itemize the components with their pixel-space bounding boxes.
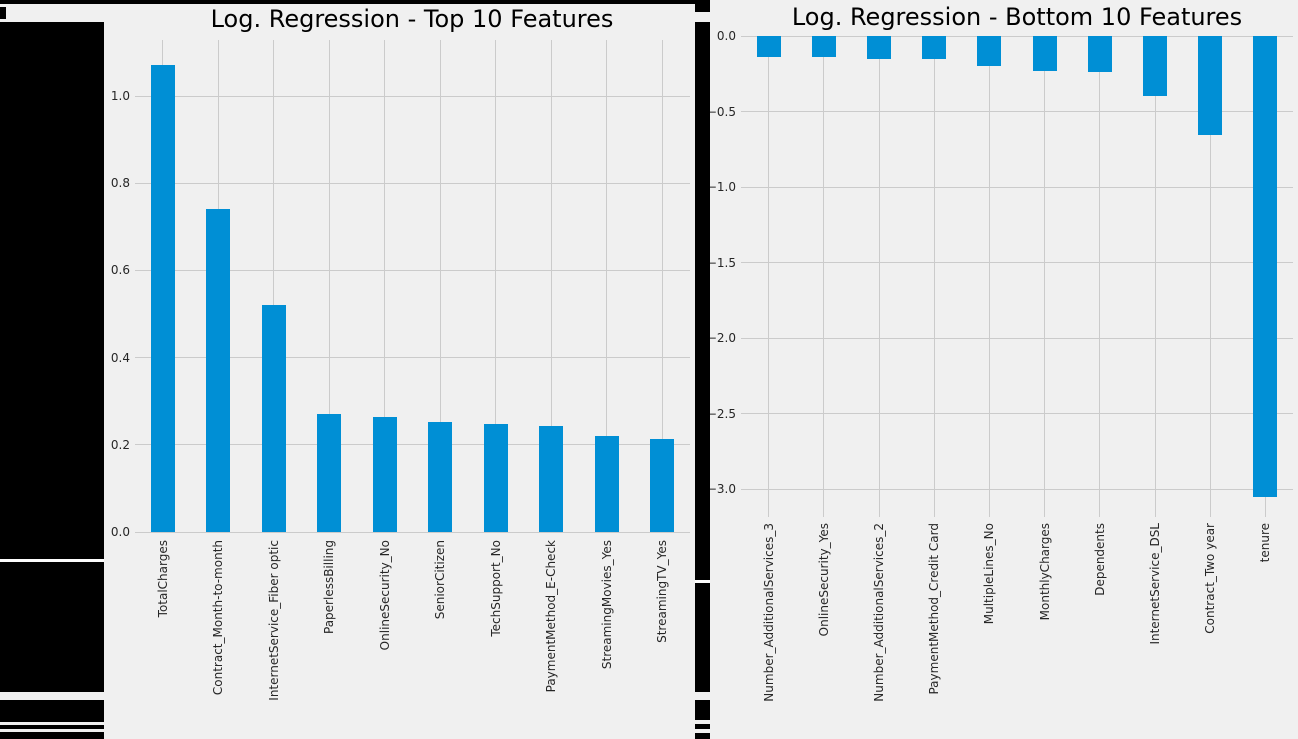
y-tick-label: −2.0 — [706, 331, 736, 345]
x-tick-label: MonthlyCharges — [1037, 523, 1052, 621]
y-tick-label: 0.2 — [110, 437, 130, 452]
bar-OnlineSecurity_Yes — [811, 36, 836, 58]
x-gridline — [328, 40, 330, 532]
y-tick-label: 0.4 — [110, 350, 130, 365]
black-strip-left-bottom-1 — [0, 700, 104, 722]
x-tick-label: Dependents — [1092, 523, 1107, 596]
y-tick-label: 1.0 — [110, 89, 130, 103]
y-gridline — [135, 357, 690, 359]
y-tick-label: 0.0 — [716, 29, 736, 43]
y-gridline — [741, 186, 1293, 188]
black-strip-left-bottom-2 — [0, 725, 104, 729]
black-strip-left-bottom-3 — [0, 732, 104, 739]
x-gridline — [550, 40, 552, 532]
y-gridline — [741, 337, 1293, 339]
black-panel-mid-column-lower — [695, 583, 710, 692]
bar-TechSupport_No — [483, 424, 508, 532]
bar-TotalCharges — [150, 65, 175, 532]
y-gridline — [135, 444, 690, 446]
y-tick-label: −3.0 — [706, 482, 736, 496]
x-gridline — [606, 40, 608, 532]
y-tick-label: −1.5 — [706, 255, 736, 270]
y-gridline — [135, 531, 690, 533]
x-gridline — [495, 40, 497, 532]
bar-StreamingMovies_Yes — [594, 435, 619, 532]
black-panel-left-lower — [0, 562, 104, 692]
y-gridline — [741, 111, 1293, 112]
y-tick-label: 0.6 — [110, 263, 130, 278]
bar-tenure — [1253, 36, 1278, 497]
x-gridline — [1099, 36, 1101, 517]
x-tick-label: InternetService_DSL — [1148, 523, 1162, 645]
y-gridline — [741, 413, 1293, 414]
bar-MonthlyCharges — [1032, 36, 1057, 71]
x-tick-label: Number_AdditionalServices_2 — [872, 523, 886, 702]
white-line-left-column — [0, 559, 104, 562]
x-gridline — [1044, 36, 1046, 517]
x-gridline — [988, 36, 990, 517]
x-gridline — [768, 36, 770, 517]
black-strip-mid-bottom-2 — [695, 724, 710, 729]
x-tick-label: tenure — [1258, 523, 1273, 563]
x-gridline — [661, 40, 663, 532]
bar-MultipleLines_No — [977, 36, 1002, 67]
chart-title: Log. Regression - Top 10 Features — [210, 5, 614, 33]
y-tick-label: −0.5 — [706, 104, 736, 119]
black-panel-left-upper — [0, 22, 104, 559]
x-gridline — [933, 36, 935, 517]
bar-Number_AdditionalServices_3 — [756, 36, 781, 58]
bar-OnlineSecurity_No — [372, 417, 397, 532]
white-line-mid-column — [695, 580, 710, 583]
y-tick-label: 0.8 — [110, 176, 130, 191]
x-gridline — [1154, 36, 1156, 517]
bar-Contract_Two year — [1198, 36, 1223, 135]
bar-Number_AdditionalServices_2 — [867, 36, 891, 59]
bar-PaperlessBilling — [317, 414, 342, 532]
y-gridline — [135, 182, 690, 184]
bar-SeniorCitizen — [428, 422, 453, 532]
black-panel-mid-column-top — [695, 0, 710, 12]
y-gridline — [741, 262, 1293, 263]
y-gridline — [135, 269, 690, 271]
x-gridline — [1209, 36, 1211, 517]
bar-InternetService_Fiber optic — [261, 305, 286, 532]
black-panel-mid-column-upper — [695, 22, 710, 580]
x-gridline — [439, 40, 441, 532]
y-tick-label: −2.5 — [706, 406, 736, 421]
chart-title: Log. Regression - Bottom 10 Features — [791, 3, 1243, 31]
bar-PaymentMethod_Credit Card — [922, 36, 947, 59]
y-gridline — [741, 35, 1293, 37]
x-tick-label: OnlineSecurity_Yes — [816, 523, 831, 637]
y-tick-label: 0.0 — [110, 525, 130, 539]
bar-StreamingTV_Yes — [650, 438, 675, 532]
x-gridline — [384, 40, 386, 532]
y-tick-label: −1.0 — [706, 180, 736, 194]
y-gridline — [741, 488, 1293, 490]
bar-Dependents — [1087, 36, 1112, 73]
bar-PaymentMethod_E-Check — [539, 426, 564, 532]
black-glyph-top-left — [0, 7, 6, 19]
x-gridline — [878, 36, 880, 517]
bar-InternetService_DSL — [1143, 36, 1167, 97]
x-tick-label: PaymentMethod_Credit Card — [927, 523, 942, 695]
x-tick-label: Number_AdditionalServices_3 — [761, 523, 776, 702]
x-tick-label: Contract_Two year — [1203, 523, 1218, 634]
black-strip-mid-bottom-1 — [695, 700, 710, 720]
x-gridline — [823, 36, 825, 517]
black-strip-mid-bottom-3 — [695, 733, 710, 739]
x-gridline — [273, 40, 275, 532]
y-gridline — [135, 95, 690, 97]
black-panel-top-strip — [0, 0, 710, 4]
x-tick-label: MultipleLines_No — [982, 523, 997, 625]
bar-Contract_Month-to-month — [206, 209, 231, 532]
